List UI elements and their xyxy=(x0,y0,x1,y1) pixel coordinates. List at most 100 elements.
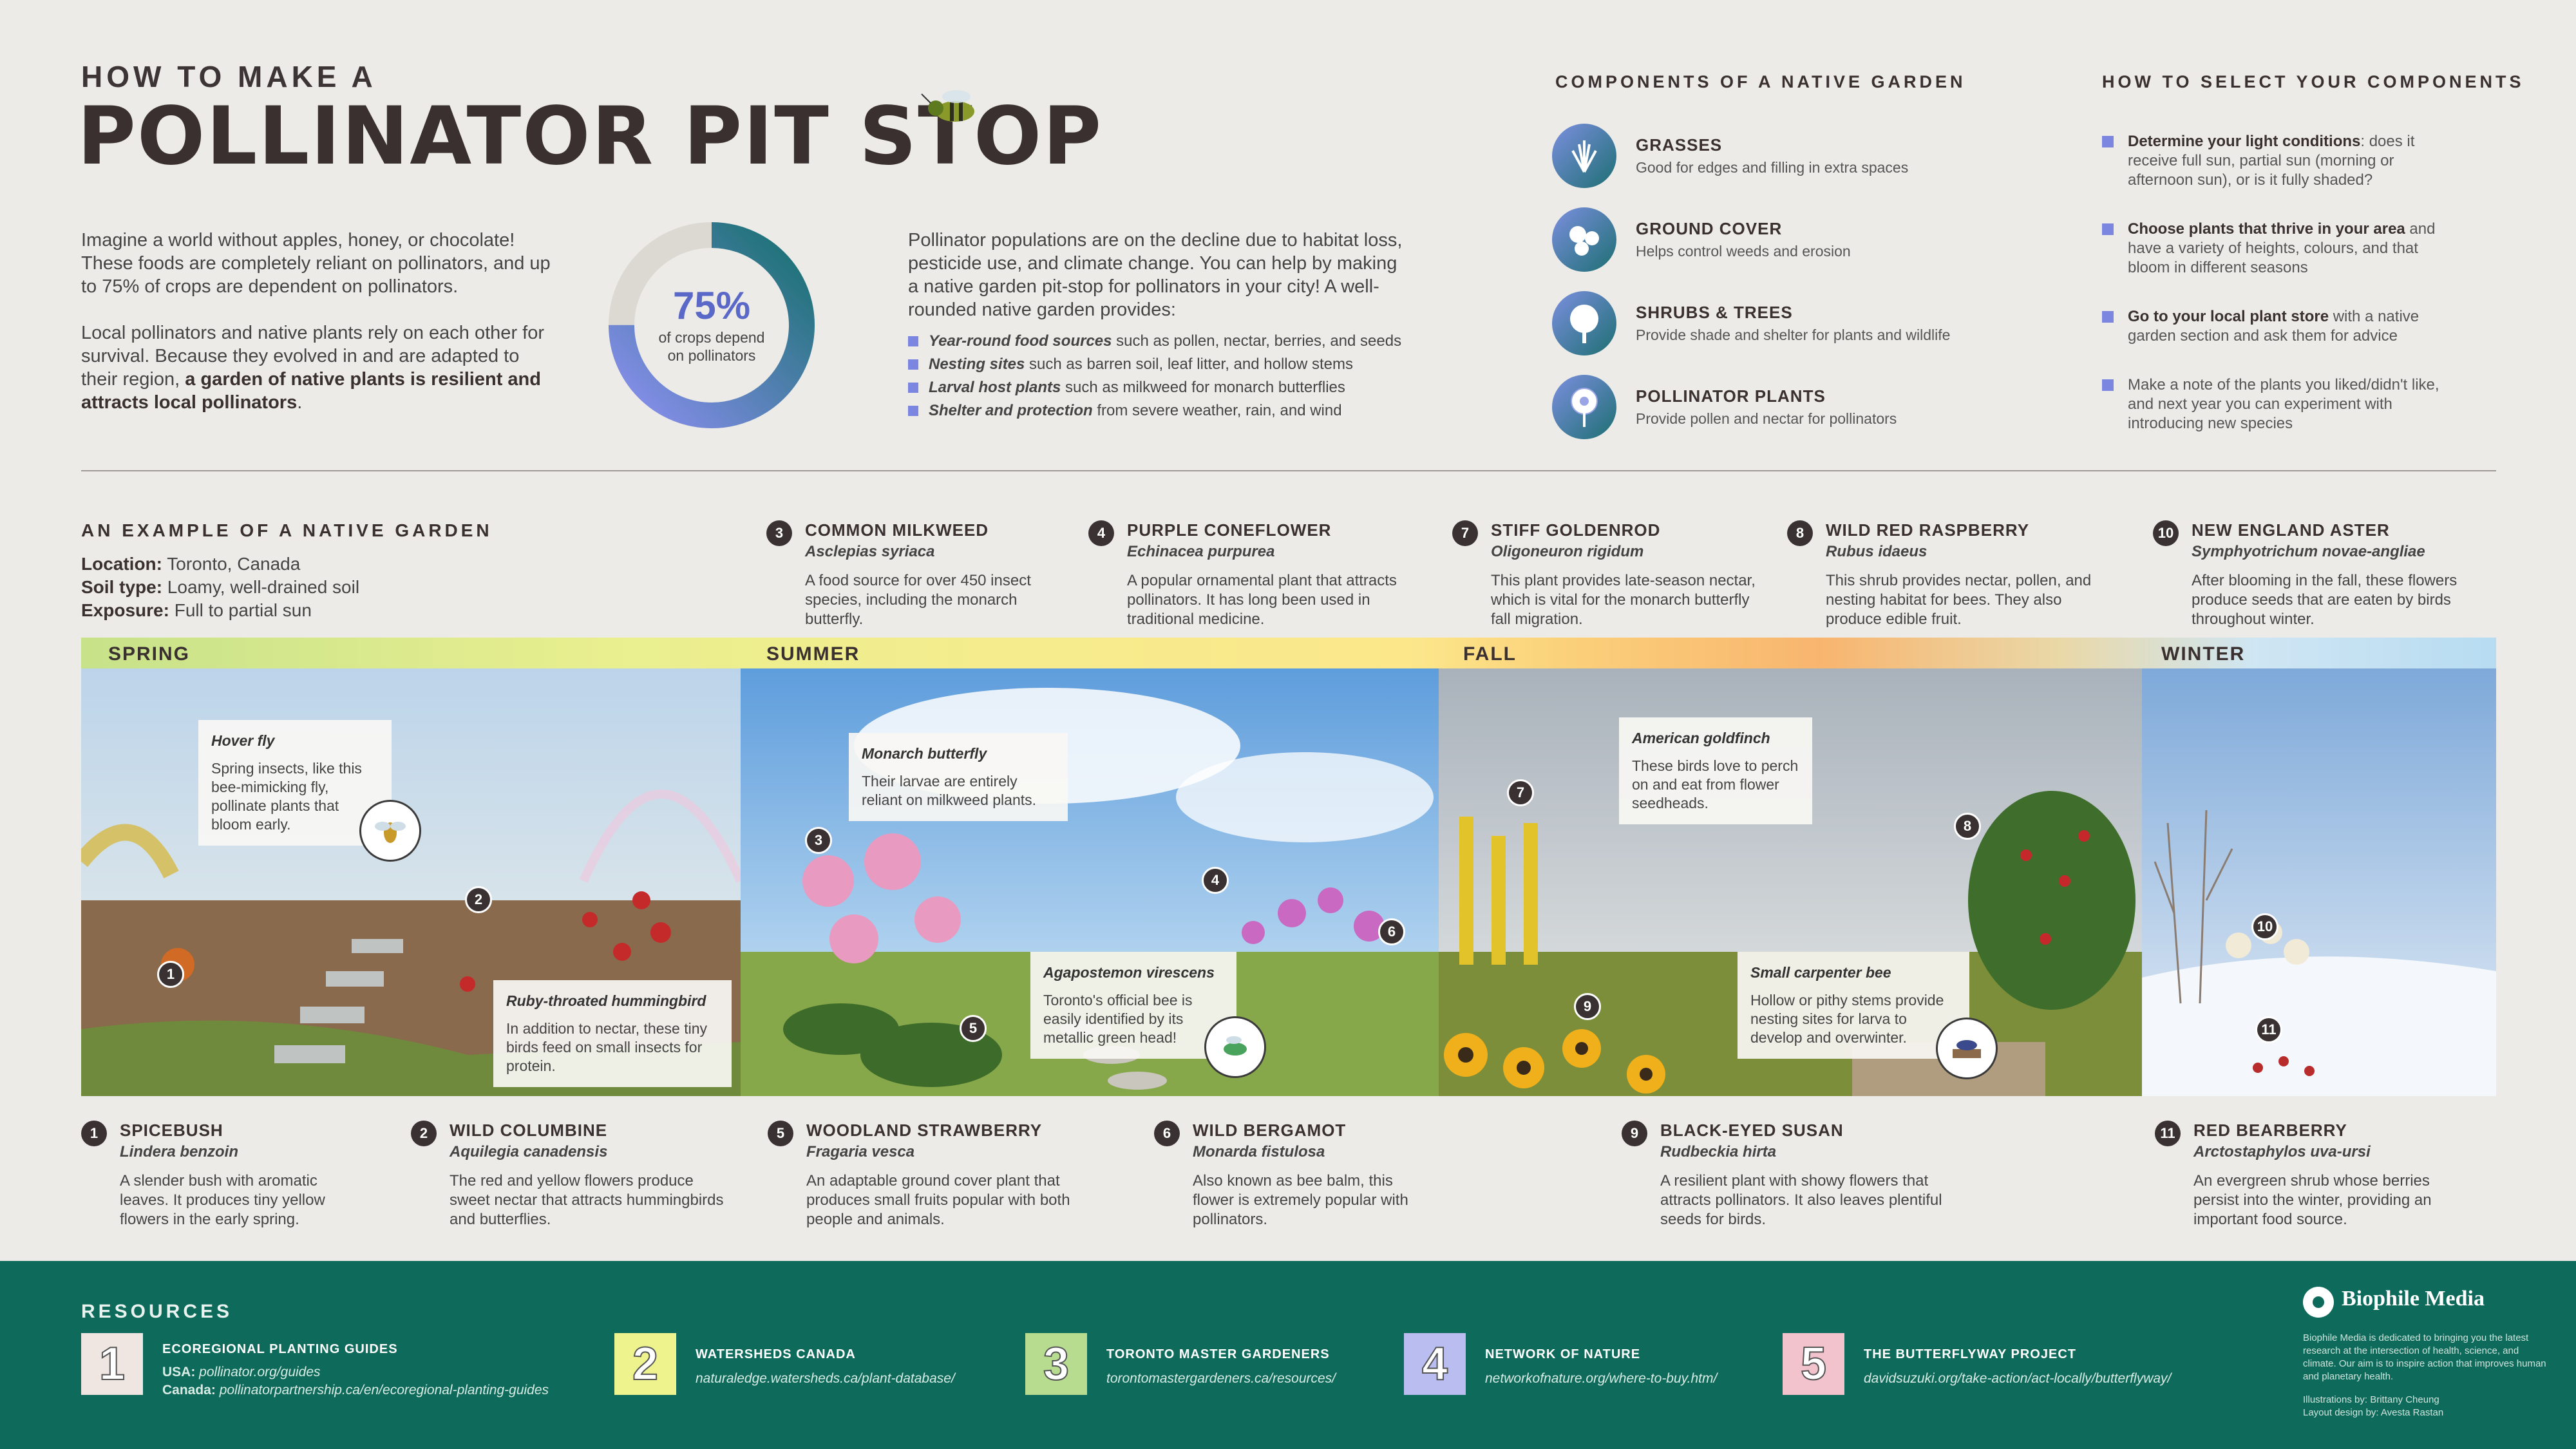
resource-number: 5 xyxy=(1783,1333,1844,1395)
callout-agapostemon: Agapostemon virescens Toronto's official … xyxy=(1030,952,1236,1059)
component-shrubs-trees: SHRUBS & TREES Provide shade and shelter … xyxy=(1552,288,2016,359)
resources-title: RESOURCES xyxy=(81,1301,233,1322)
hover-fly-icon xyxy=(359,800,421,862)
plant-wild-bergamot: 6 WILD BERGAMOT Monarda fistulosa Also know… xyxy=(1154,1121,1437,1229)
marker-purple-coneflower: 4 xyxy=(1202,867,1229,894)
ground-cover-icon xyxy=(1552,207,1616,272)
resource-3[interactable]: 3 TORONTO MASTER GARDENERS torontomasterg… xyxy=(1025,1333,1336,1395)
location-row: Location: Toronto, Canada xyxy=(81,554,301,574)
list-item: Nesting sites such as barren soil, leaf … xyxy=(908,353,1488,376)
marker-common-milkweed: 3 xyxy=(805,827,832,854)
carpenter-bee-icon xyxy=(1936,1018,1998,1079)
season-winter: WINTER xyxy=(2161,643,2246,665)
resource-number: 2 xyxy=(614,1333,676,1395)
illustration-credit: Illustrations by: Brittany Cheung xyxy=(2303,1394,2439,1405)
page-kicker: HOW TO MAKE A xyxy=(81,60,377,93)
plant-new-england-aster: 10 NEW ENGLAND ASTER Symphyotrichum novae-… xyxy=(2153,520,2462,629)
resource-4[interactable]: 4 NETWORK OF NATURE networkofnature.org/w… xyxy=(1404,1333,1717,1395)
bullet-icon xyxy=(908,336,918,346)
marker-spicebush: 1 xyxy=(157,961,184,988)
garden-scene-image xyxy=(81,668,2496,1096)
list-item: Choose plants that thrive in your area a… xyxy=(2102,220,2463,278)
biophile-logo-icon xyxy=(2303,1287,2334,1318)
select-title: HOW TO SELECT YOUR COMPONENTS xyxy=(2102,72,2524,91)
marker-wild-bergamot: 6 xyxy=(1378,918,1405,945)
bullet-icon xyxy=(2102,379,2114,391)
intro-paragraph-1: Imagine a world without apples, honey, o… xyxy=(81,230,551,297)
marker-wild-red-raspberry: 8 xyxy=(1954,813,1981,840)
flower-icon xyxy=(1552,375,1616,439)
component-ground-cover: GROUND COVER Helps control weeds and eros… xyxy=(1552,204,2016,275)
bullet-icon xyxy=(2102,311,2114,323)
donut-percent: 75% xyxy=(672,284,751,327)
plant-common-milkweed: 3 COMMON MILKWEED Asclepias syriaca A food … xyxy=(766,520,1037,629)
layout-credit: Layout design by: Avesta Rastan xyxy=(2303,1407,2444,1418)
components-list: GRASSES Good for edges and filling in ext… xyxy=(1552,120,2016,442)
resource-number: 4 xyxy=(1404,1333,1466,1395)
grass-icon xyxy=(1552,124,1616,188)
callout-carpenter-bee: Small carpenter bee Hollow or pithy stems… xyxy=(1738,952,1969,1059)
list-item: Make a note of the plants you liked/didn… xyxy=(2102,375,2463,433)
exposure-row: Exposure: Full to partial sun xyxy=(81,600,312,620)
donut-fill xyxy=(609,222,815,428)
intro-paragraph-2: Local pollinators and native plants rely… xyxy=(81,323,544,413)
marker-stiff-goldenrod: 7 xyxy=(1507,779,1534,806)
resource-2[interactable]: 2 WATERSHEDS CANADA naturaledge.watershed… xyxy=(614,1333,955,1395)
divider xyxy=(81,470,2496,471)
brand-description: Biophile Media is dedicated to bringing … xyxy=(2303,1332,2546,1382)
bee-icon xyxy=(921,90,974,122)
bee-badge-icon xyxy=(1204,1016,1266,1078)
marker-woodland-strawberry: 5 xyxy=(960,1015,987,1042)
marker-new-england-aster: 10 xyxy=(2251,913,2278,940)
season-fall: FALL xyxy=(1463,643,1517,665)
callout-hummingbird: Ruby-throated hummingbird In addition to … xyxy=(493,980,732,1087)
plant-wild-red-raspberry: 8 WILD RED RASPBERRY Rubus idaeus This shru… xyxy=(1787,520,2096,629)
donut-chart xyxy=(609,222,815,428)
component-pollinator-plants: POLLINATOR PLANTS Provide pollen and nect… xyxy=(1552,372,2016,442)
plant-woodland-strawberry: 5 WOODLAND STRAWBERRY Fragaria vesca An ada… xyxy=(768,1121,1077,1229)
resource-number: 3 xyxy=(1025,1333,1087,1395)
season-summer: SUMMER xyxy=(766,643,860,665)
marker-red-bearberry: 11 xyxy=(2255,1016,2282,1043)
tree-icon xyxy=(1552,291,1616,355)
example-details: Location: Toronto, Canada Soil type: Loa… xyxy=(81,553,359,622)
brand-name: Biophile Media xyxy=(2342,1287,2485,1311)
plant-red-bearberry: 11 RED BEARBERRY Arctostaphylos uva-ursi An… xyxy=(2155,1121,2464,1229)
resource-5[interactable]: 5 THE BUTTERFLYWAY PROJECT davidsuzuki.or… xyxy=(1783,1333,2171,1395)
bullet-icon xyxy=(908,383,918,393)
resource-1[interactable]: 1 ECOREGIONAL PLANTING GUIDES USA: polli… xyxy=(81,1333,549,1399)
resource-number: 1 xyxy=(81,1333,143,1395)
bullet-icon xyxy=(908,406,918,416)
intro-text: Imagine a world without apples, honey, o… xyxy=(81,229,558,414)
season-band xyxy=(81,638,2496,668)
resources-footer xyxy=(0,1261,2576,1449)
decline-text: Pollinator populations are on the declin… xyxy=(908,230,1403,320)
plant-wild-columbine: 2 WILD COLUMBINE Aquilegia canadensis The r… xyxy=(411,1121,733,1229)
plant-purple-coneflower: 4 PURPLE CONEFLOWER Echinacea purpurea A po… xyxy=(1088,520,1397,629)
marker-black-eyed-susan: 9 xyxy=(1574,993,1601,1020)
provides-list: Year-round food sources such as pollen, … xyxy=(908,330,1488,422)
example-title: AN EXAMPLE OF A NATIVE GARDEN xyxy=(81,520,493,540)
bullet-icon xyxy=(2102,136,2114,147)
callout-goldfinch: American goldfinch These birds love to pe… xyxy=(1619,717,1812,824)
marker-wild-columbine: 2 xyxy=(465,886,492,913)
bullet-icon xyxy=(2102,223,2114,235)
donut-caption: of crops depend on pollinators xyxy=(658,329,765,364)
garden-illustration: 1 2 3 4 5 6 7 8 9 10 11 Hover fly Spring … xyxy=(81,668,2496,1096)
components-title: COMPONENTS OF A NATIVE GARDEN xyxy=(1555,72,1966,91)
season-spring: SPRING xyxy=(108,643,191,665)
list-item: Year-round food sources such as pollen, … xyxy=(908,330,1488,353)
bullet-icon xyxy=(908,359,918,370)
callout-monarch: Monarch butterfly Their larvae are entire… xyxy=(849,733,1068,821)
list-item: Go to your local plant store with a nati… xyxy=(2102,307,2463,346)
credits: Illustrations by: Brittany Cheung Layout… xyxy=(2303,1394,2548,1419)
plant-spicebush: 1 SPICEBUSH Lindera benzoin A slender bush … xyxy=(81,1121,365,1229)
list-item: Shelter and protection from severe weath… xyxy=(908,399,1488,422)
plant-black-eyed-susan: 9 BLACK-EYED SUSAN Rudbeckia hirta A resili… xyxy=(1622,1121,1944,1229)
plant-stiff-goldenrod: 7 STIFF GOLDENROD Oligoneuron rigidum This … xyxy=(1452,520,1761,629)
component-grasses: GRASSES Good for edges and filling in ext… xyxy=(1552,120,2016,191)
list-item: Larval host plants such as milkweed for … xyxy=(908,376,1488,399)
list-item: Determine your light conditions: does it… xyxy=(2102,132,2463,190)
soil-row: Soil type: Loamy, well-drained soil xyxy=(81,577,360,597)
select-list: Determine your light conditions: does it… xyxy=(2102,132,2463,463)
